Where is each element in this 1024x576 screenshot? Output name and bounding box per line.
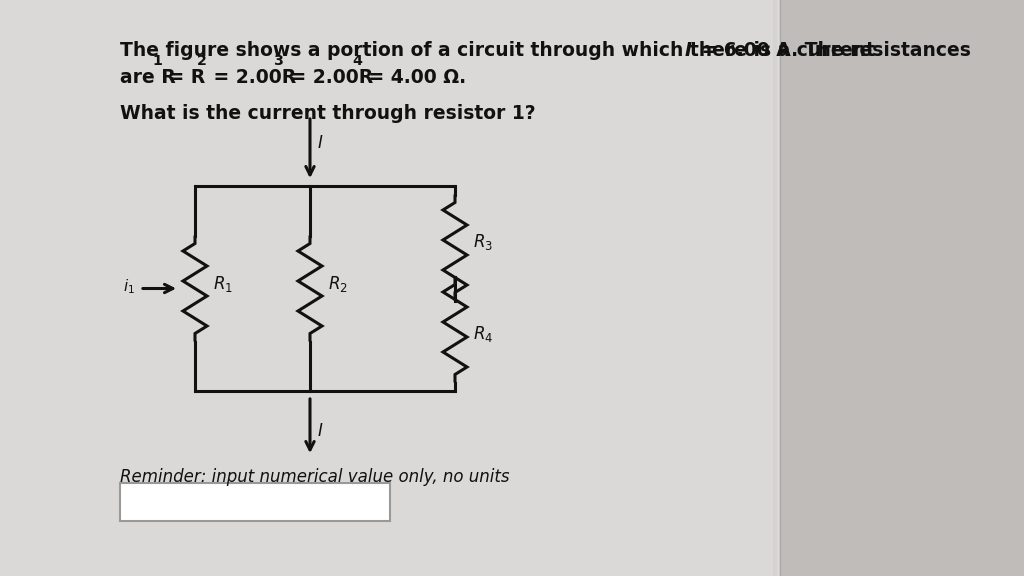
Text: = 2.00R: = 2.00R <box>284 68 374 87</box>
Text: $R_4$: $R_4$ <box>473 324 494 344</box>
Bar <box>120 483 390 521</box>
Text: 4: 4 <box>352 54 361 68</box>
Text: The figure shows a portion of a circuit through which there is a current: The figure shows a portion of a circuit … <box>120 41 882 60</box>
Bar <box>780 0 1024 576</box>
Text: = R: = R <box>162 68 205 87</box>
Text: are R: are R <box>120 68 176 87</box>
Text: $R_2$: $R_2$ <box>328 274 348 294</box>
Text: = 6.00 A. The resistances: = 6.00 A. The resistances <box>695 41 971 60</box>
Text: $R_3$: $R_3$ <box>473 233 493 252</box>
Text: 1: 1 <box>152 54 162 68</box>
Text: $i_1$: $i_1$ <box>123 277 135 296</box>
Bar <box>0 0 780 576</box>
Text: What is the current through resistor 1?: What is the current through resistor 1? <box>120 104 536 123</box>
Text: I: I <box>685 41 692 60</box>
Text: 3: 3 <box>274 54 284 68</box>
Text: = 4.00 Ω.: = 4.00 Ω. <box>362 68 466 87</box>
Text: $R_1$: $R_1$ <box>213 274 232 294</box>
Text: 2: 2 <box>197 54 207 68</box>
Text: = 2.00R: = 2.00R <box>207 68 296 87</box>
Text: Reminder: input numerical value only, no units: Reminder: input numerical value only, no… <box>120 468 510 486</box>
Text: I: I <box>318 422 323 440</box>
Text: I: I <box>318 135 323 153</box>
